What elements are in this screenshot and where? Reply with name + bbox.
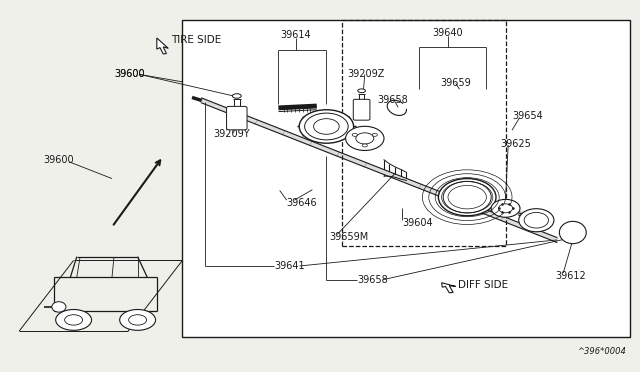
Circle shape [352, 134, 357, 137]
Text: 39646: 39646 [287, 198, 317, 208]
Text: 39600: 39600 [114, 70, 145, 79]
Ellipse shape [492, 199, 520, 217]
Text: TIRE SIDE: TIRE SIDE [171, 35, 221, 45]
Text: 39600: 39600 [44, 155, 74, 165]
Text: 39625: 39625 [500, 140, 531, 149]
Ellipse shape [443, 181, 492, 213]
Ellipse shape [232, 94, 241, 98]
Text: 39209Z: 39209Z [347, 70, 384, 79]
Ellipse shape [346, 126, 384, 150]
Polygon shape [202, 98, 557, 243]
Text: 39658: 39658 [378, 96, 408, 105]
Ellipse shape [305, 113, 348, 140]
Text: 39654: 39654 [512, 111, 543, 121]
Text: 39604: 39604 [402, 218, 433, 228]
Ellipse shape [314, 119, 339, 134]
Text: 39659: 39659 [440, 78, 471, 87]
Text: 39614: 39614 [280, 31, 311, 40]
Text: 39641: 39641 [274, 261, 305, 271]
FancyBboxPatch shape [353, 99, 370, 120]
Polygon shape [157, 38, 168, 54]
Polygon shape [442, 283, 456, 293]
Text: 39659M: 39659M [330, 232, 369, 242]
Ellipse shape [300, 110, 353, 143]
Circle shape [65, 315, 83, 325]
Circle shape [56, 310, 92, 330]
Ellipse shape [524, 212, 548, 228]
Text: 39600: 39600 [114, 70, 145, 79]
Ellipse shape [559, 221, 586, 244]
Bar [182, 20, 630, 337]
Ellipse shape [358, 89, 365, 93]
Text: 39640: 39640 [433, 29, 463, 38]
Circle shape [362, 144, 367, 147]
Ellipse shape [518, 209, 554, 232]
Text: 39209Y: 39209Y [213, 129, 250, 139]
FancyBboxPatch shape [227, 106, 247, 130]
Text: 39612: 39612 [556, 271, 586, 281]
Text: ^396*0004: ^396*0004 [577, 347, 626, 356]
Ellipse shape [499, 204, 513, 213]
Bar [342, 20, 506, 246]
Ellipse shape [356, 133, 374, 144]
Ellipse shape [52, 302, 66, 312]
Text: 39658: 39658 [357, 275, 388, 285]
Ellipse shape [438, 179, 496, 216]
Text: DIFF SIDE: DIFF SIDE [458, 280, 508, 289]
Circle shape [372, 134, 378, 137]
Circle shape [129, 315, 147, 325]
Circle shape [120, 310, 156, 330]
